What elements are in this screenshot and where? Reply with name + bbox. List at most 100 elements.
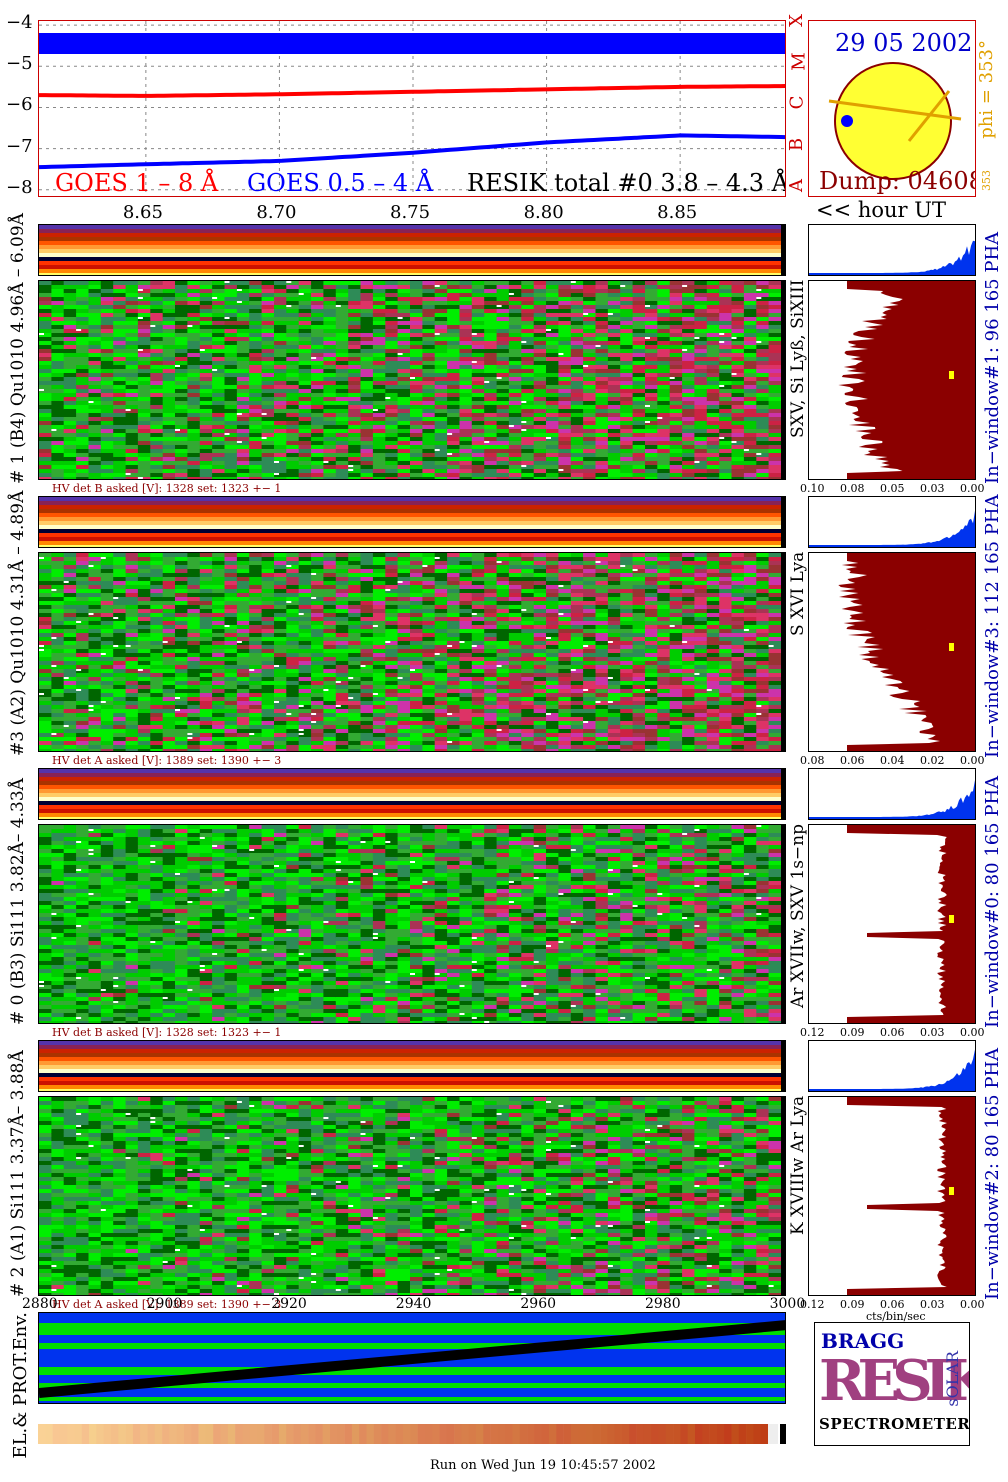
sun-dump: Dump: 04608 xyxy=(819,167,976,195)
environment-panel xyxy=(38,1312,786,1404)
x-unit-label: << hour UT xyxy=(816,198,946,222)
line-ids-ch0: Ar XVIIw, SXV 1s−np xyxy=(788,824,808,1009)
goes-chart-svg xyxy=(39,21,785,196)
goes-ytick: −5 xyxy=(6,53,33,75)
spectrum-xtick: 0.09 xyxy=(840,1298,865,1311)
window-label-ch1: In−window#1: 96 165 PHA xyxy=(982,231,1003,485)
spectrum-xtick: 0.12 xyxy=(800,1298,825,1311)
phi-label: phi = 353° xyxy=(976,40,997,139)
spectrogram-summary-ch1 xyxy=(38,224,786,276)
resik-logo: BRAGG RESIK sOLAR SPECTROMETER xyxy=(814,1322,970,1446)
pha-histogram-ch0 xyxy=(808,768,976,820)
channel-label-ch2: # 2 (A1) Si111 3.37Å– 3.88Å xyxy=(8,1050,28,1298)
goes-xtick: 8.85 xyxy=(657,202,698,223)
sun-disc-svg xyxy=(828,62,962,180)
spectrum-xtick: 0.03 xyxy=(920,1026,945,1039)
goes-ytick: −6 xyxy=(6,94,33,116)
bin-axis-tick: 2920 xyxy=(271,1296,307,1312)
window-label-ch0: In−window#0: 80 165 PHA xyxy=(982,775,1003,1029)
spectrum-xtick: 0.00 xyxy=(960,754,985,767)
channel-label-ch1: # 1 (B4) Qu1010 4.96Å – 6.09Å xyxy=(8,213,28,484)
goes-18-line xyxy=(39,84,785,98)
line-ids-ch2: K XVIIIw Ar Lya xyxy=(788,1096,808,1236)
spectrum-ch1 xyxy=(808,280,976,480)
goes-054-line xyxy=(39,133,785,170)
goes-lightcurve-plot: GOES 1 – 8 Å GOES 0.5 – 4 Å RESIK total … xyxy=(38,20,786,197)
spectrogram-ch3 xyxy=(38,552,786,752)
spectrum-xtick: 0.05 xyxy=(880,482,905,495)
bin-axis-tick: 2960 xyxy=(520,1296,557,1312)
goes-class-letter: A xyxy=(786,178,807,192)
goes-class-letter: M xyxy=(788,52,810,71)
spectrum-ch0 xyxy=(808,824,976,1024)
channel-label-ch3: #3 (A2) Qu1010 4.31Å – 4.89Å xyxy=(8,490,28,756)
window-label-ch3: In−window#3: 112 165 PHA xyxy=(982,494,1003,758)
goes-class-letter: B xyxy=(786,137,808,151)
line-ids-ch1: SXV, Si Lyß, SiXIII xyxy=(788,280,808,439)
spectrum-ch3 xyxy=(808,552,976,752)
goes-xtick: 8.70 xyxy=(256,202,297,223)
sun-date: 29 05 2002 xyxy=(835,29,973,57)
logo-spectrometer: SPECTROMETER xyxy=(819,1415,970,1433)
pha-histogram-ch2 xyxy=(808,1040,976,1092)
spectrum-xtick: 0.08 xyxy=(840,482,865,495)
footer-run-info: Run on Wed Jun 19 10:45:57 2002 xyxy=(430,1458,656,1473)
spectrogram-ch1 xyxy=(38,280,786,480)
window-label-ch2: In−window#2: 80 165 PHA xyxy=(982,1047,1003,1301)
bin-axis-tick: 2980 xyxy=(645,1296,681,1312)
temperature-strip xyxy=(38,1424,786,1444)
hv-label-ch0: HV det B asked [V]: 1328 set: 1323 +− 1 xyxy=(52,1026,282,1039)
spectrum-xtick: 0.06 xyxy=(880,1298,905,1311)
phi-bottom: 353 xyxy=(980,170,993,191)
spectrum-xtick: 0.10 xyxy=(800,482,825,495)
spectrum-xtick: 0.08 xyxy=(800,754,825,767)
spectrogram-ch2 xyxy=(38,1096,786,1296)
phi-axis-line xyxy=(828,99,962,121)
goes-xtick: 8.75 xyxy=(390,202,431,223)
spectrogram-summary-ch2 xyxy=(38,1040,786,1092)
spectrum-xtick: 0.12 xyxy=(800,1026,825,1039)
legend-resik: RESIK total #0 3.8 – 4.3 Å xyxy=(467,169,786,197)
spectrum-xtick: 0.03 xyxy=(920,1298,945,1311)
legend-goes18: GOES 1 – 8 Å xyxy=(55,169,219,197)
goes-saturation-band xyxy=(39,33,785,54)
spectrogram-summary-ch0 xyxy=(38,768,786,820)
spectrum-xtick: 0.00 xyxy=(960,1026,985,1039)
bin-axis-tick: 2940 xyxy=(395,1296,432,1312)
flare-position xyxy=(841,115,853,127)
line-ids-ch3: S XVI Lya xyxy=(788,552,808,637)
goes-xtick: 8.65 xyxy=(122,202,163,223)
hv-label-ch2: HV det A asked [V]: 1389 set: 1390 +− 3 xyxy=(52,1298,282,1311)
logo-resik: RESIK xyxy=(819,1348,970,1414)
environment-svg xyxy=(39,1313,785,1403)
spectrogram-summary-ch3 xyxy=(38,496,786,548)
spectrum-xtick: 0.02 xyxy=(920,754,945,767)
bin-axis-tick: 2880 xyxy=(22,1296,58,1312)
phi-arrow xyxy=(907,90,951,142)
hv-label-ch1: HV det B asked [V]: 1328 set: 1323 +− 1 xyxy=(52,482,282,495)
env-label: EL.& PROT.Env. xyxy=(10,1312,31,1459)
pha-histogram-ch1 xyxy=(808,224,976,276)
spectrum-xtick: 0.00 xyxy=(960,482,985,495)
logo-solar: sOLAR xyxy=(943,1351,962,1407)
pha-histogram-ch3 xyxy=(808,496,976,548)
spectrum-xtick: 0.06 xyxy=(840,754,865,767)
spectrum-xtick: 0.06 xyxy=(880,1026,905,1039)
goes-class-letter: X xyxy=(785,14,807,28)
sun-disc xyxy=(834,62,952,180)
spectrum-xtick: 0.03 xyxy=(920,482,945,495)
spectrum-xtick: 0.09 xyxy=(840,1026,865,1039)
goes-ytick: −7 xyxy=(6,135,33,157)
goes-ytick: −8 xyxy=(6,176,33,198)
goes-class-letter: C xyxy=(786,96,808,110)
spectra-x-unit: cts/bin/sec xyxy=(866,1310,926,1323)
spectrum-ch2 xyxy=(808,1096,976,1296)
legend-goes054: GOES 0.5 – 4 Å xyxy=(247,169,434,197)
channel-label-ch0: # 0 (B3) Si111 3.82Å– 4.33Å xyxy=(8,778,28,1026)
environment-trend-line xyxy=(39,1320,785,1398)
bin-axis-tick: 2900 xyxy=(146,1296,183,1312)
goes-ytick: −4 xyxy=(6,12,33,34)
hv-label-ch3: HV det A asked [V]: 1389 set: 1390 +− 3 xyxy=(52,754,282,767)
logo-bragg: BRAGG xyxy=(821,1329,905,1353)
goes-xtick: 8.80 xyxy=(523,202,564,223)
